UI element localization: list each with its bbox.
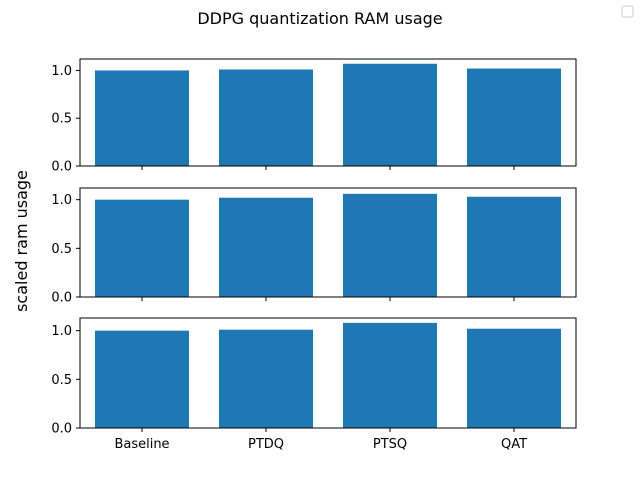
y-tick-label: 0.5 [51,112,72,127]
y-tick-label: 0.5 [51,373,72,388]
y-tick-label: 0.0 [51,160,72,175]
y-tick-label: 1.0 [51,64,72,79]
bar-qat [467,68,561,166]
bar-ptdq [219,329,313,428]
bar-qat [467,196,561,297]
y-tick-label: 1.0 [51,193,72,208]
legend-box [621,5,634,18]
bar-baseline [95,70,189,166]
bar-ptsq [343,322,437,428]
y-tick-label: 0.0 [51,291,72,306]
y-tick-label: 0.5 [51,242,72,257]
bar-ptsq [343,193,437,297]
y-axis-label: scaled ram usage [12,170,31,312]
axes-frame [79,187,577,298]
bar-baseline [95,330,189,428]
subplots: 0.0 0.5 1.0 0.0 0.5 1.0 Baseline PTDQ PTSQ QAT 0.0… [51,58,577,452]
bar-ptdq [219,197,313,297]
subplot-3: Baseline PTDQ PTSQ QAT 0.0 0.5 1.0 [51,317,577,452]
bar-baseline [95,199,189,297]
y-tick-label: 1.0 [51,324,72,339]
axes-frame [79,58,577,167]
figure-title: DDPG quantization RAM usage [197,9,442,28]
axes-frame [79,317,577,429]
x-tick-label-qat: QAT [501,437,527,452]
subplot-2: 0.0 0.5 1.0 [51,187,577,306]
y-tick-label: 0.0 [51,422,72,437]
bar-ptdq [219,69,313,166]
subplot-1: 0.0 0.5 1.0 [51,58,577,175]
bar-ptsq [343,63,437,166]
x-tick-label-ptsq: PTSQ [373,437,407,452]
bar-qat [467,328,561,428]
x-tick-label-ptdq: PTDQ [248,437,284,452]
x-tick-label-baseline: Baseline [114,437,169,452]
